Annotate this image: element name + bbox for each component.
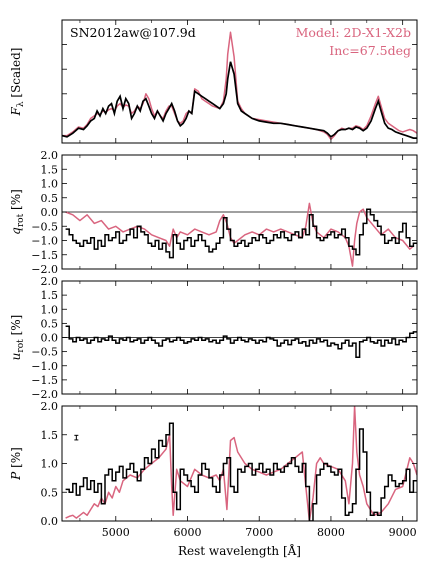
- y-axis-label-main: F: [9, 106, 23, 116]
- x-tick-label: 9000: [389, 526, 417, 539]
- y-axis-label: qrot [%]: [9, 189, 26, 235]
- observed-line: [62, 61, 417, 139]
- y-axis-label: urot [%]: [9, 315, 26, 361]
- y-tick-label: 0.5: [41, 486, 59, 499]
- y-axis-label-main: u: [9, 353, 23, 361]
- x-axis-label: Rest wavelength [Å]: [178, 543, 301, 558]
- y-tick-label: 1.0: [41, 458, 59, 471]
- y-tick-label: 2.0: [41, 275, 59, 288]
- y-axis-label-main: q: [9, 227, 23, 235]
- y-tick-label: 1.0: [41, 178, 59, 191]
- y-axis-label-sub: rot: [16, 213, 26, 227]
- y-tick-label: −2.0: [31, 263, 58, 276]
- annotation-object: SN2012aw@107.9d: [70, 25, 196, 40]
- panel-q_rot: −2.0−1.5−1.0 −0.50.00.51.0 1.52.0 qrot [%]: [9, 149, 418, 276]
- y-tick-label: 2.0: [41, 400, 59, 413]
- y-tick-label: 1.5: [41, 429, 59, 442]
- annotation-model: Model: 2D-X1-X2b: [296, 25, 411, 40]
- y-axis-label-unit: [%]: [9, 315, 23, 340]
- y-axis-label-unit: [%]: [9, 447, 23, 472]
- y-axis-label-unit: [%]: [9, 189, 23, 214]
- plot-area: [65, 406, 417, 521]
- y-tick-label: 0.5: [41, 192, 59, 205]
- y-tick-label: −1.5: [31, 249, 58, 262]
- y-axis-label-sub: rot: [16, 339, 26, 353]
- plot-area: [65, 325, 417, 359]
- x-tick-label: 5000: [102, 526, 130, 539]
- plot-area: [62, 31, 417, 141]
- y-tick-label: −1.0: [31, 360, 58, 373]
- observed-line: [65, 422, 417, 521]
- observed-line: [65, 325, 417, 359]
- plot-area: [65, 202, 417, 267]
- y-tick-label: 1.5: [41, 289, 59, 302]
- y-tick-label: 0.5: [41, 317, 59, 330]
- panel-P: 0.0 0.5 1.0 1.5 2.0 P [%]: [9, 400, 418, 528]
- panel-u_rot: −2.0−1.5−1.0−0.50.0 0.51.01.52.0 urot [%]: [9, 275, 418, 401]
- observed-line: [65, 208, 417, 259]
- panel-flux: Fλ [Scaled] SN2012aw@107.9d Model: 2D-X1-X…: [9, 19, 418, 144]
- y-tick-label: 0.0: [41, 206, 59, 219]
- y-axis-label: P [%]: [9, 447, 23, 481]
- y-tick-label: −2.0: [31, 388, 58, 401]
- y-tick-label: 1.0: [41, 303, 59, 316]
- annotation-inclination: Inc=67.5deg: [329, 43, 411, 58]
- y-axis-label-main: P: [9, 471, 23, 481]
- y-tick-label: −0.5: [31, 220, 58, 233]
- x-tick-label: 7000: [245, 526, 273, 539]
- y-tick-label: 0.0: [41, 515, 59, 528]
- y-tick-label: 2.0: [41, 149, 59, 162]
- y-axis-label-sub: λ: [16, 101, 26, 107]
- y-tick-label: −1.0: [31, 235, 58, 248]
- axes-frame: [61, 19, 418, 144]
- y-tick-label: 0.0: [41, 332, 59, 345]
- model-line: [62, 31, 417, 141]
- model-line: [65, 406, 417, 521]
- x-tick-label: 6000: [174, 526, 202, 539]
- y-axis-label-unit: [Scaled]: [9, 48, 23, 102]
- y-tick-label: 1.5: [41, 163, 59, 176]
- y-tick-label: −0.5: [31, 346, 58, 359]
- y-axis-label: Fλ [Scaled]: [9, 48, 26, 117]
- y-tick-label: −1.5: [31, 374, 58, 387]
- x-tick-label: 8000: [317, 526, 345, 539]
- axes-frame: [61, 405, 418, 522]
